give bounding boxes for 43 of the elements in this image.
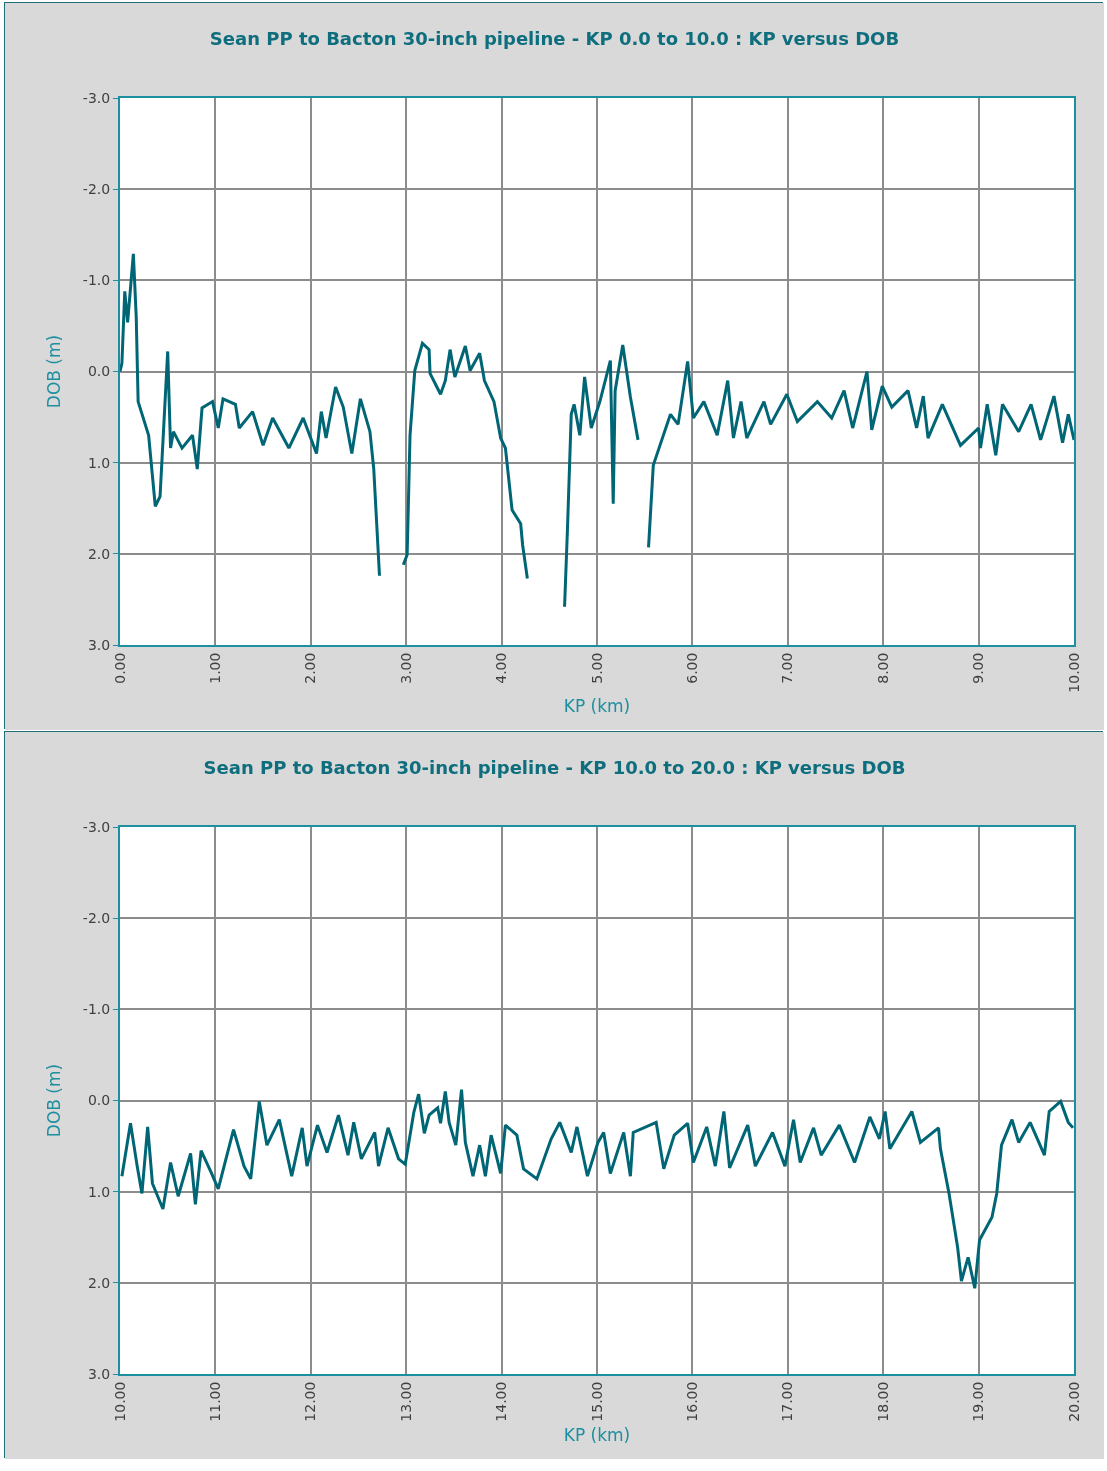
y-tick-label: -3.0	[82, 818, 111, 835]
y-tick-label: -2.0	[82, 181, 111, 198]
y-tick-label: 0.0	[87, 363, 111, 380]
x-tick-label: 19.00	[970, 1381, 987, 1422]
chart-title: Sean PP to Bacton 30-inch pipeline - KP 0.0 to 10.0 : KP versus DOB	[209, 27, 900, 49]
x-tick-label: 10.00	[111, 1381, 128, 1422]
y-tick-label: 0.0	[87, 1092, 111, 1109]
x-axis-title: KP (km)	[563, 1424, 631, 1445]
x-tick-label: 3.00	[397, 652, 414, 684]
x-tick-label: 20.00	[1065, 1381, 1082, 1422]
line-series	[120, 1088, 1074, 1290]
y-tick-label: -1.0	[82, 272, 111, 289]
x-tick-label: 14.00	[493, 1381, 510, 1422]
x-tick-label: 11.00	[206, 1381, 223, 1422]
x-axis-title: KP (km)	[563, 695, 631, 716]
x-tick-label: 10.00	[1065, 652, 1082, 693]
y-tick-label: -2.0	[82, 910, 111, 927]
x-tick-label: 9.00	[970, 652, 987, 684]
x-tick-label: 2.00	[302, 652, 319, 684]
x-tick-label: 6.00	[683, 652, 700, 684]
x-tick-label: 4.00	[493, 652, 510, 684]
y-axis-title: DOB (m)	[43, 334, 64, 409]
x-tick-label: 5.00	[588, 652, 605, 684]
chart-title: Sean PP to Bacton 30-inch pipeline - KP 10.0 to 20.0 : KP versus DOB	[203, 756, 906, 778]
x-tick-label: 17.00	[779, 1381, 796, 1422]
y-tick-label: 2.0	[87, 1274, 111, 1291]
y-tick-label: -1.0	[82, 1001, 111, 1018]
x-tick-label: 13.00	[397, 1381, 414, 1422]
x-tick-label: 7.00	[779, 652, 796, 684]
x-tick-label: 8.00	[874, 652, 891, 684]
x-tick-label: 12.00	[302, 1381, 319, 1422]
y-tick-label: 3.0	[87, 636, 111, 653]
x-tick-label: 18.00	[874, 1381, 891, 1422]
y-tick-label: -3.0	[82, 89, 111, 106]
x-tick-label: 15.00	[588, 1381, 605, 1422]
x-tick-label: 16.00	[683, 1381, 700, 1422]
y-axis-title: DOB (m)	[43, 1063, 64, 1138]
x-tick-label: 0.00	[111, 652, 128, 684]
y-tick-label: 2.0	[87, 545, 111, 562]
y-tick-label: 1.0	[87, 454, 111, 471]
y-tick-label: 3.0	[87, 1365, 111, 1382]
x-tick-label: 1.00	[206, 652, 223, 684]
y-tick-label: 1.0	[87, 1183, 111, 1200]
